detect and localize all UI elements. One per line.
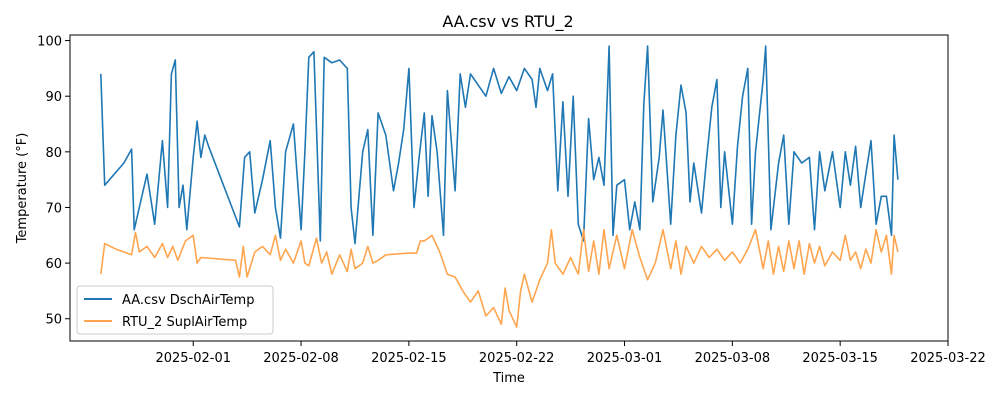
y-axis: 50 60 70 80 90 100: [37, 35, 70, 328]
y-tick-label-5: 100: [37, 35, 62, 50]
x-tick-label-5: 2025-03-08: [695, 351, 771, 366]
series-line-0: [100, 45, 899, 245]
series-line-1: [100, 228, 899, 328]
x-tick-label-2: 2025-02-15: [371, 351, 447, 366]
y-tick-label-3: 80: [45, 146, 62, 161]
x-axis: 2025-02-01 2025-02-08 2025-02-15 2025-02-22…: [155, 341, 986, 366]
legend-label-suplairtemp: RTU_2 SuplAirTemp: [122, 315, 247, 330]
y-tick-label-1: 60: [45, 257, 62, 272]
x-axis-title: Time: [492, 371, 525, 386]
x-tick-label-0: 2025-02-01: [155, 351, 231, 366]
y-axis-title: Temperature (°F): [15, 133, 30, 245]
y-tick-label-2: 70: [45, 201, 62, 216]
x-tick-label-1: 2025-02-08: [263, 351, 339, 366]
plot-area: [100, 45, 899, 328]
chart-title: AA.csv vs RTU_2: [442, 12, 573, 32]
legend-label-dscharairtemp: AA.csv DschAirTemp: [122, 293, 254, 308]
x-tick-label-7: 2025-03-22: [910, 351, 986, 366]
x-tick-label-3: 2025-02-22: [479, 351, 555, 366]
x-tick-label-6: 2025-03-15: [802, 351, 878, 366]
legend: AA.csv DschAirTemp RTU_2 SuplAirTemp: [76, 285, 274, 335]
y-tick-label-0: 50: [45, 313, 62, 328]
plot-frame: [69, 34, 949, 342]
x-tick-label-4: 2025-03-01: [587, 351, 663, 366]
y-tick-label-4: 90: [45, 90, 62, 105]
legend-box: [76, 285, 274, 335]
